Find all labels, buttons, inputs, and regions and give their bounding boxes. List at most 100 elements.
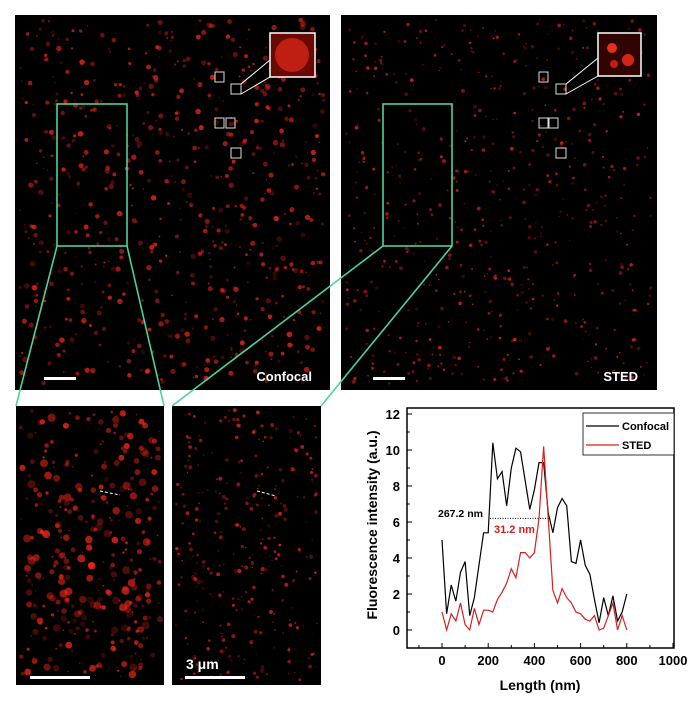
fluorescence-spot: [393, 72, 396, 76]
fluorescence-spot: [218, 535, 223, 540]
fluorescence-spot: [461, 29, 464, 32]
fluorescence-spot: [450, 53, 453, 56]
fluorescence-spot: [122, 481, 131, 490]
fluorescence-spot: [240, 213, 245, 218]
fluorescence-spot: [541, 225, 544, 228]
fluorescence-spot: [310, 149, 316, 156]
fluorescence-spot: [77, 514, 84, 521]
fluorescence-spot: [305, 344, 310, 350]
fluorescence-spot: [570, 181, 574, 185]
fluorescence-spot: [193, 611, 197, 614]
fluorescence-spot: [159, 55, 161, 58]
fluorescence-spot: [412, 252, 415, 255]
fluorescence-spot: [409, 78, 414, 82]
fluorescence-spot: [142, 122, 146, 125]
fluorescence-spot: [242, 414, 246, 418]
fluorescence-spot: [636, 163, 639, 167]
fluorescence-spot: [321, 98, 326, 103]
fluorescence-spot: [226, 278, 229, 282]
fluorescence-spot: [289, 206, 295, 212]
fluorescence-spot: [110, 632, 115, 637]
fluorescence-spot: [98, 419, 104, 425]
fluorescence-spot: [62, 349, 66, 353]
x-tick-label: 1000: [659, 653, 688, 668]
fluorescence-spot: [646, 73, 651, 77]
fluorescence-spot: [99, 443, 102, 446]
fluorescence-spot: [345, 281, 348, 283]
fluorescence-spot: [217, 512, 221, 516]
fluorescence-spot: [278, 543, 282, 547]
fluorescence-spot: [193, 577, 198, 582]
fluorescence-spot: [198, 213, 203, 218]
fluorescence-spot: [56, 45, 62, 52]
fluorescence-spot: [46, 592, 54, 600]
fluorescence-spot: [587, 132, 592, 137]
fluorescence-spot: [42, 456, 45, 459]
x-tick-label: 400: [524, 653, 546, 668]
fluorescence-spot: [45, 41, 51, 47]
fluorescence-spot: [254, 85, 260, 91]
fluorescence-spot: [274, 557, 278, 561]
fluorescence-spot: [319, 109, 325, 115]
fluorescence-spot: [184, 413, 188, 417]
fluorescence-spot: [262, 55, 269, 61]
fluorescence-spot: [107, 283, 112, 287]
fluorescence-spot: [201, 491, 204, 494]
fluorescence-spot: [140, 447, 149, 456]
fluorescence-spot: [154, 289, 159, 294]
fluorescence-spot: [404, 22, 406, 24]
fluorescence-spot: [571, 216, 574, 220]
fluorescence-spot: [272, 613, 275, 616]
fluorescence-spot: [288, 117, 294, 123]
fluorescence-spot: [47, 361, 52, 366]
fluorescence-spot: [456, 169, 461, 174]
fluorescence-spot: [142, 422, 149, 429]
fluorescence-spot: [21, 318, 27, 324]
fluorescence-spot: [116, 669, 120, 672]
fluorescence-spot: [240, 607, 244, 611]
fluorescence-spot: [57, 268, 63, 274]
fluorescence-spot: [141, 299, 144, 302]
fluorescence-spot: [482, 224, 485, 228]
fluorescence-spot: [613, 91, 618, 96]
fluorescence-spot: [290, 467, 295, 472]
fluorescence-spot: [470, 149, 473, 152]
fluorescence-spot: [118, 82, 122, 87]
fluorescence-spot: [216, 572, 221, 577]
fluorescence-spot: [227, 19, 232, 24]
fluorescence-spot: [372, 167, 376, 171]
fluorescence-spot: [590, 366, 593, 369]
fluorescence-spot: [156, 534, 159, 537]
fluorescence-spot: [288, 428, 293, 433]
fluorescence-spot: [519, 150, 522, 154]
fluorescence-spot: [280, 502, 282, 504]
fluorescence-spot: [294, 621, 297, 625]
fluorescence-spot: [84, 165, 88, 169]
fluorescence-spot: [137, 318, 142, 323]
fluorescence-spot: [269, 190, 275, 196]
fluorescence-spot: [451, 176, 456, 180]
fluorescence-spot: [181, 187, 186, 192]
fluorescence-spot: [89, 108, 93, 112]
fluorescence-spot: [50, 613, 55, 617]
fluorescence-spot: [179, 486, 183, 489]
fluorescence-spot: [603, 148, 606, 151]
fluorescence-spot: [584, 330, 587, 333]
fluorescence-spot: [457, 356, 461, 361]
fluorescence-spot: [223, 502, 227, 505]
fluorescence-spot: [43, 326, 47, 329]
fluorescence-spot: [512, 166, 516, 170]
fluorescence-spot: [71, 604, 75, 608]
fluorescence-spot: [63, 493, 72, 502]
fluorescence-spot: [279, 142, 285, 148]
fluorescence-spot: [604, 259, 607, 262]
fluorescence-spot: [226, 482, 229, 485]
fluorescence-spot: [189, 204, 193, 208]
fluorescence-spot: [604, 194, 607, 197]
fluorescence-spot: [625, 158, 627, 160]
fluorescence-spot: [455, 180, 458, 183]
fluorescence-spot: [252, 172, 255, 175]
fluorescence-spot: [363, 155, 367, 159]
fluorescence-spot: [74, 453, 79, 457]
fluorescence-spot: [262, 91, 268, 97]
